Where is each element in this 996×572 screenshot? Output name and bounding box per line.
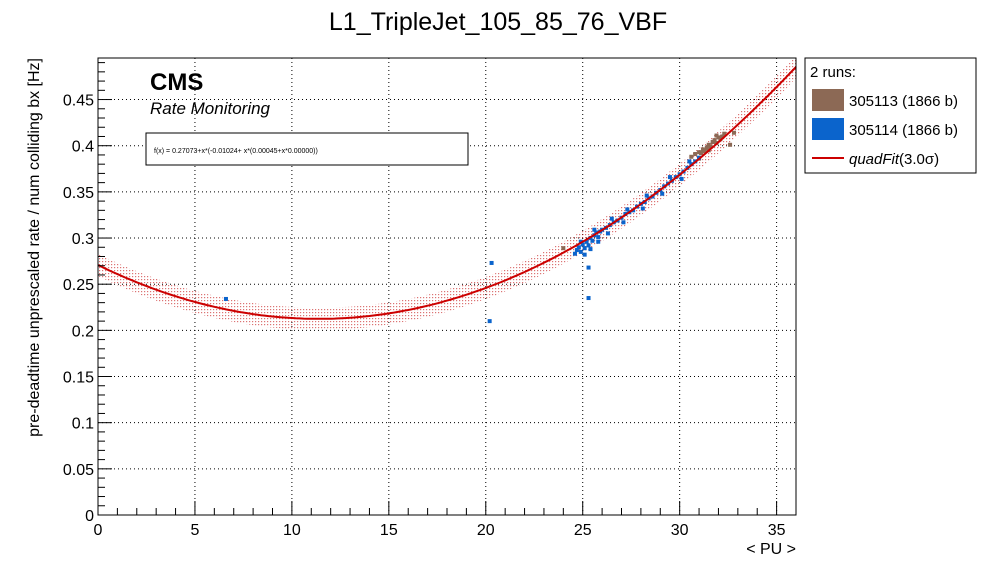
point-305114 <box>605 231 610 236</box>
fit-curve-layer <box>97 66 797 320</box>
legend-header: 2 runs: <box>810 64 856 81</box>
point-305113 <box>708 144 713 149</box>
fit-formula-text: f(x) = 0.27073+x*(-0.01024+ x*(0.00045+x… <box>154 148 318 155</box>
x-tick-label: 35 <box>768 522 786 539</box>
point-305114 <box>586 296 591 301</box>
y-axis-label: pre-deadtime unprescaled rate / num coll… <box>26 58 43 437</box>
y-tick-label: 0.25 <box>63 277 94 294</box>
point-305114 <box>576 245 581 250</box>
point-305114 <box>572 251 577 256</box>
y-tick-label: 0.2 <box>72 323 94 340</box>
point-305114 <box>582 246 587 251</box>
point-305114 <box>687 159 692 164</box>
y-tick-labels: 0 0.05 0.1 0.15 0.2 0.25 0.3 0.35 0.4 0.45 <box>63 93 94 525</box>
x-tick-labels: 0 5 10 15 20 25 30 35 <box>94 522 786 539</box>
x-tick-label: 15 <box>380 522 398 539</box>
x-tick-label: 0 <box>94 522 103 539</box>
grid-lines <box>98 58 796 515</box>
legend-label-305113: 305113 (1866 b) <box>849 93 958 110</box>
point-305113 <box>712 138 717 143</box>
cms-label: CMS <box>150 69 203 96</box>
point-305113 <box>693 152 698 157</box>
y-tick-label: 0.35 <box>63 185 94 202</box>
point-305113 <box>702 149 707 154</box>
legend-label-quadfit-main: quadFit <box>849 151 900 168</box>
point-305114 <box>596 239 601 244</box>
chart-title: L1_TripleJet_105_85_76_VBF <box>329 8 667 36</box>
cms-sublabel: Rate Monitoring <box>150 99 271 118</box>
point-305114 <box>223 296 228 301</box>
axis-ticks <box>97 62 797 516</box>
point-305114 <box>621 220 626 225</box>
point-305113 <box>722 131 727 136</box>
point-305114 <box>596 235 601 240</box>
x-tick-label: 20 <box>477 522 495 539</box>
point-305113 <box>698 151 703 156</box>
x-tick-label: 5 <box>190 522 199 539</box>
point-305113 <box>561 246 566 251</box>
legend-label-quadfit: quadFit(3.0σ) <box>849 151 939 168</box>
point-305114 <box>584 239 589 244</box>
point-305114 <box>590 238 595 243</box>
point-305114 <box>667 175 672 180</box>
point-305114 <box>578 249 583 254</box>
x-tick-label: 25 <box>574 522 592 539</box>
y-tick-label: 0.4 <box>72 139 94 156</box>
point-305114 <box>644 193 649 198</box>
y-tick-label: 0.05 <box>63 462 94 479</box>
point-305114 <box>660 191 665 196</box>
point-305114 <box>679 176 684 181</box>
legend-label-quadfit-sigma: (3.0σ) <box>899 151 939 168</box>
y-tick-label: 0.15 <box>63 370 94 387</box>
x-tick-label: 10 <box>283 522 301 539</box>
point-305114 <box>580 242 585 247</box>
y-tick-label: 0.45 <box>63 93 94 110</box>
x-axis-label: < PU > <box>746 541 796 558</box>
point-305114 <box>582 252 587 257</box>
point-305114 <box>487 319 492 324</box>
point-305113 <box>704 145 709 150</box>
plot-frame <box>97 57 797 516</box>
fit-curve <box>97 66 797 320</box>
point-305114 <box>586 265 591 270</box>
y-tick-label: 0.3 <box>72 231 94 248</box>
legend-swatch-305114 <box>812 118 844 140</box>
point-305113 <box>714 133 719 138</box>
x-tick-label: 30 <box>671 522 689 539</box>
point-305114 <box>586 243 591 248</box>
legend-swatch-305113 <box>812 89 844 111</box>
legend-box <box>804 57 977 174</box>
point-305113 <box>728 142 733 147</box>
point-305113 <box>720 134 725 139</box>
point-305114 <box>640 206 645 211</box>
point-305113 <box>731 130 736 135</box>
point-305114 <box>588 247 593 252</box>
point-305114 <box>625 207 630 212</box>
y-tick-label: 0.1 <box>72 416 94 433</box>
legend: 2 runs: 305113 (1866 b) 305114 (1866 b) … <box>804 57 977 174</box>
point-305114 <box>592 227 597 232</box>
y-tick-label: 0 <box>85 508 94 525</box>
fit-formula-box <box>145 132 469 166</box>
point-305114 <box>574 248 579 253</box>
point-305114 <box>609 216 614 221</box>
point-305114 <box>489 260 494 265</box>
point-305113 <box>689 154 694 159</box>
legend-label-305114: 305114 (1866 b) <box>849 122 958 139</box>
